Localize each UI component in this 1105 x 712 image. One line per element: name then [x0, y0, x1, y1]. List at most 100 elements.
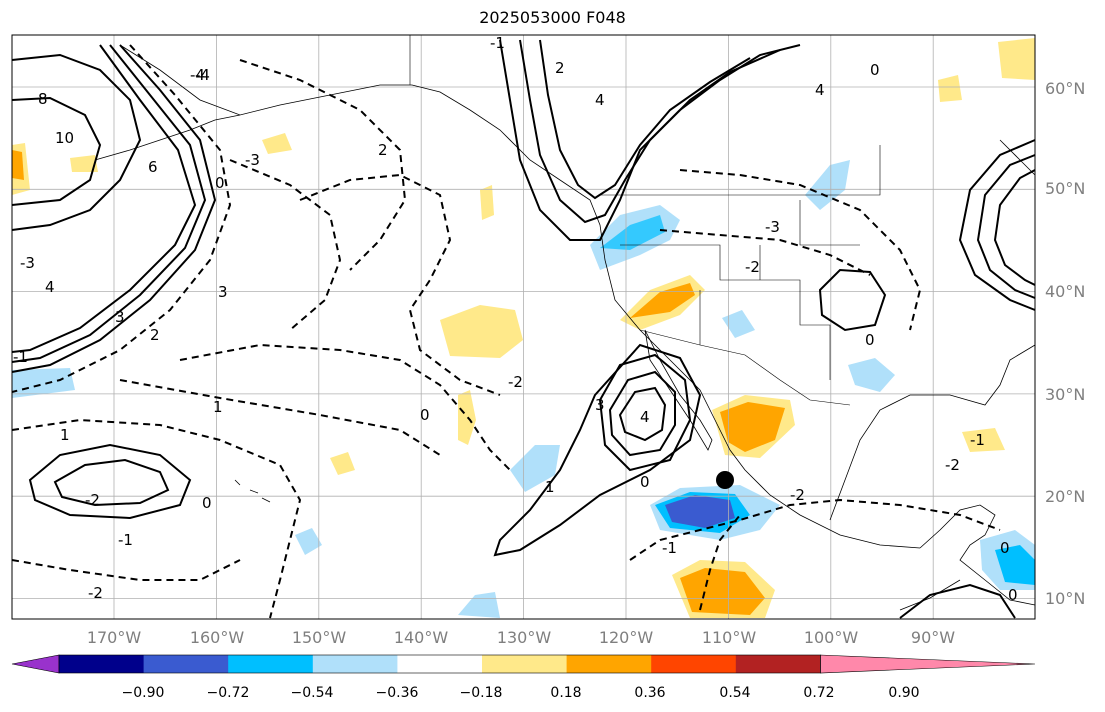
clabel: -4	[195, 66, 210, 84]
colorbar-swatch	[482, 655, 568, 673]
contour-east-ridge2	[976, 154, 1036, 299]
clabel: 3	[115, 308, 125, 326]
clabel: -1	[662, 539, 677, 557]
contour-neg-us2	[659, 229, 871, 276]
contour-neg-mid3	[179, 343, 511, 471]
neg-patch-mexico-core	[665, 495, 735, 528]
lon-label: 90°W	[911, 628, 955, 647]
contour-low-us	[818, 268, 887, 332]
neg-patch-texas	[848, 358, 895, 392]
coast-aleutians	[94, 114, 241, 161]
map-title: 2025053000 F048	[479, 8, 626, 27]
lat-label: 20°N	[1045, 487, 1085, 506]
political-borders	[409, 35, 881, 406]
pos-patch-alaska	[262, 133, 292, 154]
contour-jet-1	[11, 44, 217, 373]
colorbar-swatch	[59, 655, 145, 673]
clabel: 2	[150, 326, 160, 344]
coast-yucatan	[919, 504, 1036, 606]
pos-patch-subtrop	[330, 452, 355, 475]
neg-patch-subtrop	[510, 445, 560, 492]
neg-patch-montana	[805, 160, 850, 210]
contour-high-sub2	[608, 370, 676, 457]
contour-pnw-ridge1	[499, 39, 801, 241]
coast-hawaii	[234, 479, 271, 503]
map-frame	[11, 34, 1036, 620]
neg-patch-caribbean-core	[995, 545, 1035, 585]
clabel: 3	[218, 283, 228, 301]
clabel: 4	[45, 278, 55, 296]
lon-label: 120°W	[599, 628, 654, 647]
contour-east-ridge1	[958, 139, 1036, 311]
border-us-mexico	[639, 329, 851, 406]
clabel: -3	[765, 218, 780, 236]
colorbar-arrow-high	[820, 654, 1036, 674]
colorbar-tick-label: −0.54	[291, 685, 334, 701]
neg-patch-pacnw-core	[600, 215, 665, 250]
contour-jet-3	[11, 44, 197, 353]
colorbar-tick-label: 0.54	[719, 685, 750, 701]
graticule	[12, 35, 1035, 619]
clabel: 0	[870, 61, 880, 79]
colorbar-swatch	[735, 655, 821, 673]
colorbar-arrow-low	[11, 654, 60, 674]
clabel: -2	[745, 258, 760, 276]
colorbar-swatch	[143, 655, 229, 673]
colorbar-tick-label: −0.90	[122, 685, 165, 701]
clabel: 8	[38, 90, 48, 108]
neg-patch-hawaii	[295, 528, 322, 555]
coast-gulf	[829, 344, 1036, 521]
contour-high-sub3	[618, 386, 667, 442]
pos-patch-westb	[70, 155, 98, 172]
lon-label: 130°W	[497, 628, 552, 647]
colorbar	[11, 654, 1036, 674]
clabel: 4	[815, 81, 825, 99]
contour-neg-us1	[679, 169, 922, 331]
neg-patch-west	[12, 368, 75, 398]
pos-patch-mid	[458, 390, 476, 445]
clabel: 0	[420, 406, 430, 424]
contour-neg-mid4	[119, 379, 441, 456]
clabel: -1	[970, 431, 985, 449]
colorbar-labels: −0.90 −0.72 −0.54 −0.36 −0.18 0.18 0.36 …	[122, 685, 920, 701]
contour-high-sub1	[598, 353, 692, 472]
pos-patch-gulf	[480, 185, 494, 220]
contour-neg-south2	[11, 559, 241, 581]
clabel: -1	[118, 531, 133, 549]
pos-patch-west-core	[12, 150, 24, 180]
colorbar-swatch	[566, 655, 652, 673]
colorbar-tick-label: 0.72	[803, 685, 834, 701]
clabel: 10	[55, 129, 74, 147]
location-marker	[716, 471, 734, 489]
clabel: 0	[202, 494, 212, 512]
pos-patch-baja-core	[720, 402, 785, 452]
lon-label: 150°W	[292, 628, 347, 647]
lon-label: 160°W	[190, 628, 245, 647]
longitude-labels: 170°W 160°W 150°W 140°W 130°W 120°W 110°…	[87, 628, 955, 647]
pos-patch-ne2	[938, 75, 962, 102]
clabel: -2	[790, 486, 805, 504]
clabel: 1	[213, 398, 223, 416]
contour-neg-mid2	[299, 173, 501, 396]
neg-patch-sw	[722, 310, 755, 338]
clabel: 2	[378, 141, 388, 159]
colorbar-tick-label: 0.18	[550, 685, 581, 701]
border-states	[620, 200, 860, 380]
neg-patch-south	[458, 592, 500, 618]
clabel: -3	[245, 151, 260, 169]
clabel: -2	[508, 373, 523, 391]
clabel: 1	[60, 426, 70, 444]
clabel: 0	[1008, 586, 1018, 604]
colorbar-swatch	[651, 655, 737, 673]
contour-labels: 8 10 6 4 0 3 2 1 -1 -2 -3 -4 3 4 1 0 -2 …	[13, 34, 1018, 604]
clabel: 4	[640, 408, 650, 426]
colorbar-tick-label: −0.72	[207, 685, 250, 701]
contour-pnw-ridge3	[539, 39, 751, 200]
coastlines	[94, 44, 1036, 611]
lon-label: 100°W	[804, 628, 859, 647]
colorbar-tick-label: −0.36	[376, 685, 419, 701]
contour-neg-mx1	[629, 498, 1001, 561]
contour-low-west1	[28, 443, 192, 520]
pos-patch-ca	[440, 305, 523, 358]
